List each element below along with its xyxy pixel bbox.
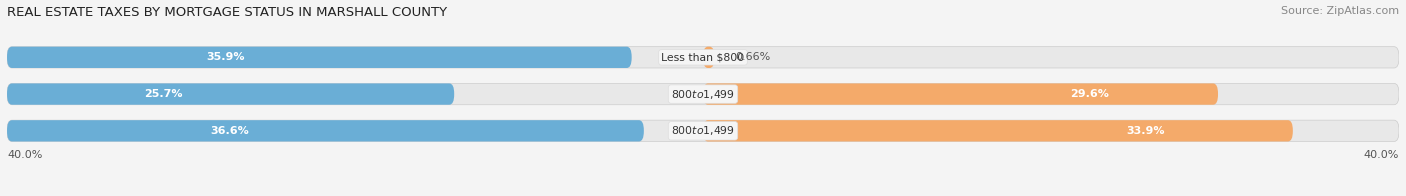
FancyBboxPatch shape <box>7 47 631 68</box>
FancyBboxPatch shape <box>7 83 1399 105</box>
FancyBboxPatch shape <box>7 47 1399 68</box>
Text: Less than $800: Less than $800 <box>661 52 745 62</box>
Text: 40.0%: 40.0% <box>1364 150 1399 160</box>
FancyBboxPatch shape <box>7 83 454 105</box>
Text: $800 to $1,499: $800 to $1,499 <box>671 124 735 137</box>
FancyBboxPatch shape <box>7 120 1399 142</box>
Text: Source: ZipAtlas.com: Source: ZipAtlas.com <box>1281 6 1399 16</box>
Text: 36.6%: 36.6% <box>211 126 249 136</box>
FancyBboxPatch shape <box>703 47 714 68</box>
Text: 40.0%: 40.0% <box>7 150 42 160</box>
Text: $800 to $1,499: $800 to $1,499 <box>671 88 735 101</box>
Text: 33.9%: 33.9% <box>1126 126 1164 136</box>
FancyBboxPatch shape <box>703 83 1218 105</box>
Text: 0.66%: 0.66% <box>735 52 770 62</box>
Text: 29.6%: 29.6% <box>1070 89 1109 99</box>
FancyBboxPatch shape <box>7 120 644 142</box>
Text: REAL ESTATE TAXES BY MORTGAGE STATUS IN MARSHALL COUNTY: REAL ESTATE TAXES BY MORTGAGE STATUS IN … <box>7 6 447 19</box>
Text: 25.7%: 25.7% <box>145 89 183 99</box>
FancyBboxPatch shape <box>703 120 1294 142</box>
Text: 35.9%: 35.9% <box>207 52 245 62</box>
